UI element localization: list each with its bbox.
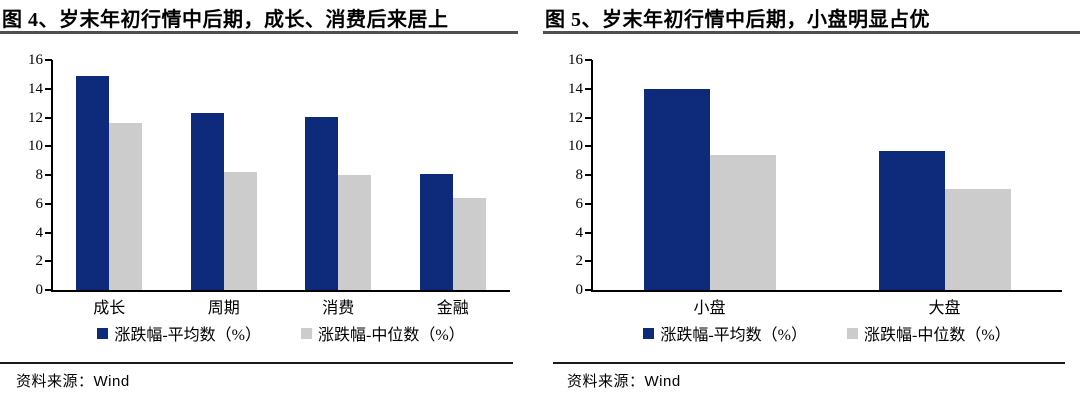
legend-label-median: 涨跌幅-中位数（%）: [318, 327, 465, 344]
y-axis-tick-mark: [45, 260, 52, 263]
y-axis-tick-label: 4: [35, 224, 44, 241]
y-axis-tick-label: 10: [568, 138, 583, 155]
figure-4: 图 4、岁末年初行情中后期，成长、消费后来居上 0 2 4 6 8 10 12 14 16 成长 周…: [0, 0, 518, 401]
y-axis-tick-label: 8: [575, 167, 584, 183]
y-axis-tick-label: 2: [35, 253, 44, 270]
y-axis-line: [591, 60, 593, 291]
legend-label-median: 涨跌幅-中位数（%）: [864, 327, 1011, 344]
legend-item-mean: 涨跌幅-平均数（%）: [643, 321, 807, 345]
bar-series-1-cat-2: [190, 113, 224, 290]
y-axis-tick-mark: [45, 87, 52, 90]
legend-swatch-median-icon: [301, 327, 312, 339]
bar-series-1-cat-1: [643, 89, 710, 290]
y-axis-tick-label: 0: [35, 282, 44, 298]
legend-label-mean: 涨跌幅-平均数（%）: [114, 327, 261, 344]
bar-series-2-cat-2: [223, 172, 257, 290]
x-axis-category-label: 周期: [207, 300, 240, 317]
legend-item-median: 涨跌幅-中位数（%）: [301, 321, 465, 345]
legend-label-mean: 涨跌幅-平均数（%）: [660, 327, 807, 344]
bar-series-1-cat-4: [419, 174, 453, 290]
source-text: 资料来源：Wind: [16, 373, 130, 390]
source-divider: [0, 362, 513, 364]
y-axis-tick-mark: [45, 231, 52, 234]
figure-4-bar-chart: 0 2 4 6 8 10 12 14 16 成长 周期 消费 金融: [0, 0, 518, 401]
y-axis-tick-mark: [585, 202, 592, 205]
legend-swatch-median-icon: [847, 327, 858, 339]
y-axis-tick-mark: [585, 174, 592, 176]
figure-4-title: 图 4、岁末年初行情中后期，成长、消费后来居上: [2, 9, 449, 31]
bar-series-2-cat-2: [944, 189, 1011, 290]
y-axis-tick-label: 14: [568, 80, 583, 97]
bar-series-1-cat-2: [878, 151, 945, 290]
y-axis-tick-mark: [585, 289, 592, 291]
legend-item-mean: 涨跌幅-平均数（%）: [97, 321, 261, 345]
y-axis-tick-label: 14: [28, 80, 43, 97]
figure-5-bar-chart: 0 2 4 6 8 10 12 14 16 小盘 大盘: [543, 0, 1080, 401]
bar-series-1-cat-1: [76, 76, 110, 290]
y-axis-tick-mark: [585, 87, 592, 90]
legend-swatch-mean-icon: [97, 327, 109, 339]
y-axis-tick-label: 16: [568, 52, 583, 68]
x-axis-category-label: 大盘: [928, 300, 961, 317]
x-axis-category-label: 消费: [322, 300, 355, 317]
y-axis-tick-mark: [45, 202, 52, 205]
x-axis-line: [591, 290, 1062, 292]
y-axis-tick-mark: [585, 145, 592, 148]
y-axis-tick-label: 12: [28, 109, 43, 126]
bar-series-2-cat-1: [709, 155, 776, 290]
y-axis-tick-label: 2: [575, 253, 584, 270]
y-axis-tick-label: 6: [35, 195, 44, 212]
y-axis-tick-label: 16: [28, 52, 43, 68]
bar-series-1-cat-3: [305, 117, 339, 290]
y-axis-line: [51, 60, 53, 291]
y-axis-tick-mark: [585, 116, 592, 119]
y-axis-tick-mark: [585, 231, 592, 234]
y-axis-tick-mark: [45, 59, 52, 61]
legend-swatch-mean-icon: [643, 327, 655, 339]
y-axis-tick-label: 10: [28, 138, 43, 155]
y-axis-tick-label: 8: [35, 167, 44, 183]
y-axis-tick-mark: [585, 260, 592, 263]
figure-4-legend: 涨跌幅-平均数（%） 涨跌幅-中位数（%）: [52, 321, 510, 345]
bar-series-2-cat-3: [338, 175, 372, 290]
y-axis-tick-label: 12: [568, 109, 583, 126]
figure-5: 图 5、岁末年初行情中后期，小盘明显占优 0 2 4 6 8 10 12 14 16 小盘 大盘 涨…: [543, 0, 1080, 401]
x-axis-category-label: 金融: [436, 300, 469, 317]
y-axis-tick-mark: [585, 59, 592, 61]
figure-5-title: 图 5、岁末年初行情中后期，小盘明显占优: [545, 9, 930, 31]
y-axis-tick-label: 6: [575, 195, 584, 212]
source-divider: [553, 362, 1065, 364]
x-axis-line: [51, 290, 510, 292]
bar-series-2-cat-1: [109, 123, 143, 290]
y-axis-tick-mark: [45, 116, 52, 119]
title-divider: [543, 31, 1080, 34]
source-text: 资料来源：Wind: [567, 373, 681, 390]
x-axis-category-label: 小盘: [693, 300, 726, 317]
y-axis-tick-mark: [45, 289, 52, 291]
y-axis-tick-label: 4: [575, 224, 584, 241]
y-axis-tick-mark: [45, 174, 52, 176]
legend-item-median: 涨跌幅-中位数（%）: [847, 321, 1011, 345]
y-axis-tick-label: 0: [575, 282, 584, 298]
bar-series-2-cat-4: [452, 198, 486, 290]
x-axis-category-label: 成长: [93, 300, 126, 317]
title-divider: [0, 31, 518, 34]
figure-5-legend: 涨跌幅-平均数（%） 涨跌幅-中位数（%）: [592, 321, 1062, 345]
y-axis-tick-mark: [45, 145, 52, 148]
